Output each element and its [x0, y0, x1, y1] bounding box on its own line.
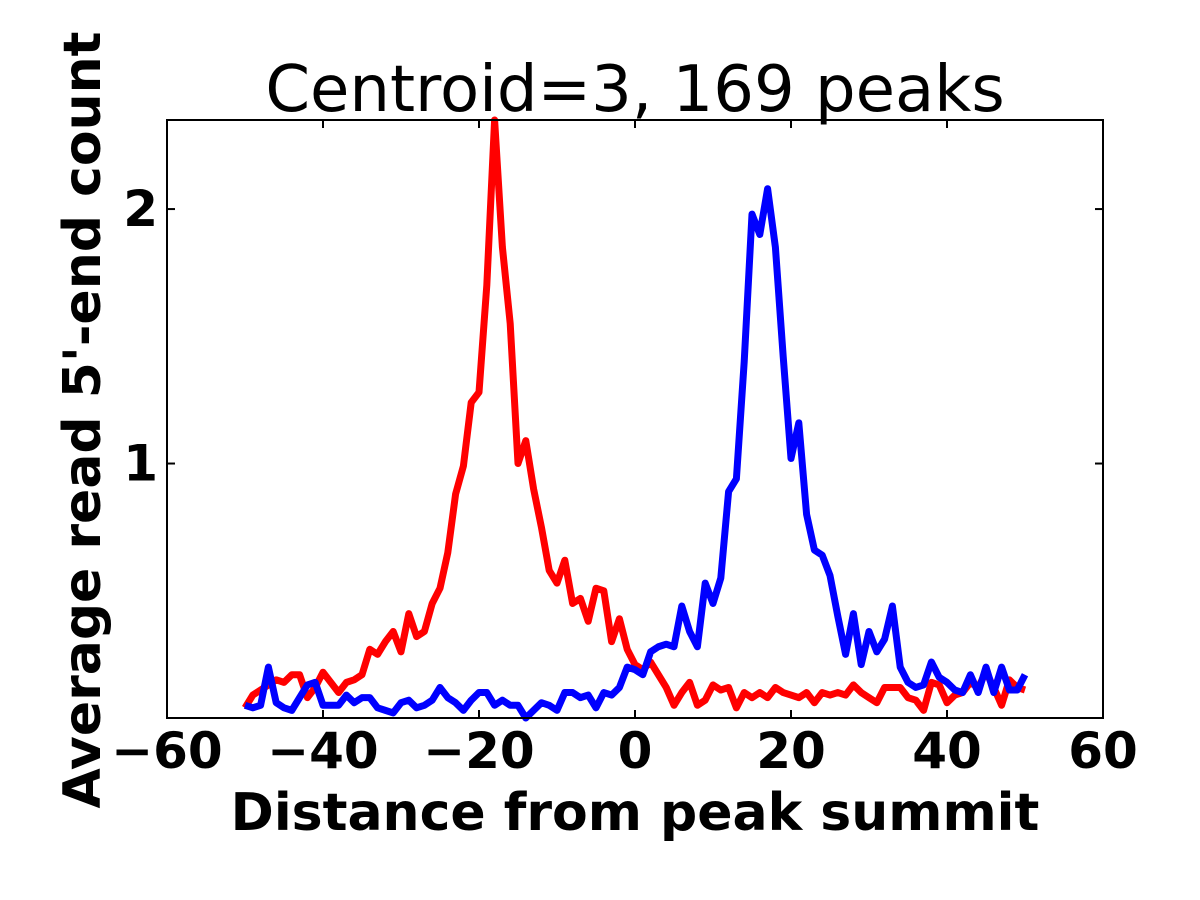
series-layer — [242, 116, 1029, 722]
series-line-1 — [242, 116, 1027, 714]
chart-title: Centroid=3, 169 peaks — [265, 53, 1004, 127]
tick-labels-layer: −60 −40 −20 0 20 40 60 1 2 — [111, 180, 1138, 780]
x-axis-label: Distance from peak summit — [231, 783, 1040, 843]
ticks-layer — [166, 120, 1104, 718]
y-tick-label: 1 — [123, 435, 158, 493]
plot-frame — [166, 119, 1104, 719]
x-tick-label: 20 — [756, 722, 826, 780]
y-tick-label: 2 — [123, 180, 158, 238]
x-tick-label: 0 — [618, 722, 653, 780]
x-tick-label: −60 — [111, 722, 222, 780]
x-tick-label: 40 — [912, 722, 982, 780]
x-tick-label: −40 — [267, 722, 378, 780]
x-tick-label: 60 — [1068, 722, 1138, 780]
x-tick-label: −20 — [423, 722, 534, 780]
series-line-2 — [243, 185, 1029, 722]
y-axis-label: Average read 5'-end count — [53, 32, 113, 809]
